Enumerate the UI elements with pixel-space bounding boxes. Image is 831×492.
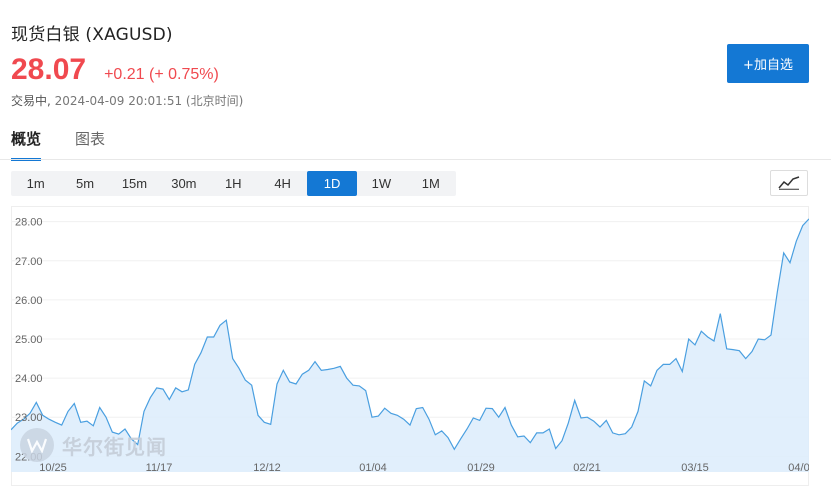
- y-tick-label: 27.00: [15, 256, 43, 268]
- interval-5m[interactable]: 5m: [76, 176, 95, 191]
- price-line: [11, 218, 809, 451]
- interval-30m[interactable]: 30m: [171, 176, 197, 191]
- wallstreetcn-logo-icon: [20, 428, 54, 462]
- tab-bar: 概览 图表: [11, 128, 139, 161]
- x-tick-label: 02/21: [573, 462, 601, 474]
- interval-1m[interactable]: 1m: [26, 176, 45, 191]
- price-row: 28.07 +0.21 (+ 0.75%): [11, 53, 219, 87]
- interval-1w[interactable]: 1W: [371, 176, 392, 191]
- trading-status: 交易中, 2024-04-09 20:01:51 (北京时间): [11, 92, 243, 109]
- x-tick-label: 12/12: [253, 462, 281, 474]
- interval-15m[interactable]: 15m: [121, 176, 148, 191]
- interval-1mo[interactable]: 1M: [421, 176, 440, 191]
- line-chart-icon: [778, 176, 800, 190]
- status-text: 交易中,: [11, 94, 51, 108]
- tab-divider: [0, 159, 831, 160]
- timestamp: 2024-04-09 20:01:51 (北京时间): [54, 94, 244, 108]
- tab-chart[interactable]: 图表: [75, 130, 106, 148]
- watermark-text: 华尔街见闻: [62, 434, 167, 459]
- y-tick-label: 26.00: [15, 295, 43, 307]
- current-price: 28.07: [11, 53, 87, 86]
- price-chart: 28.0027.0026.0025.0024.0023.0022.0010/25…: [11, 206, 809, 486]
- interval-1h[interactable]: 1H: [224, 176, 242, 191]
- price-chart-svg: 28.0027.0026.0025.0024.0023.0022.0010/25…: [11, 206, 809, 486]
- chart-type-button[interactable]: [770, 170, 808, 196]
- x-tick-label: 01/04: [359, 462, 387, 474]
- interval-4h[interactable]: 4H: [274, 176, 291, 191]
- watermark: 华尔街见闻: [20, 428, 167, 462]
- add-to-watchlist-button[interactable]: +加自选: [727, 44, 809, 83]
- x-tick-label: 11/17: [146, 462, 173, 474]
- interval-1d[interactable]: 1D: [307, 171, 357, 196]
- interval-selector: 1m 5m 15m 30m 1H 4H 1D 1W 1M: [11, 171, 456, 196]
- x-tick-label: 01/29: [467, 462, 495, 474]
- price-change: +0.21 (+ 0.75%): [104, 66, 219, 83]
- y-tick-label: 28.00: [15, 217, 43, 229]
- y-tick-label: 23.00: [15, 412, 43, 424]
- x-tick-label: 10/25: [39, 462, 67, 474]
- x-tick-label: 03/15: [681, 462, 709, 474]
- price-area: [11, 218, 809, 472]
- tab-overview[interactable]: 概览: [11, 128, 42, 161]
- y-tick-label: 25.00: [15, 334, 43, 346]
- x-tick-label: 04/0: [788, 462, 809, 474]
- page-title: 现货白银 (XAGUSD): [11, 25, 173, 45]
- y-tick-label: 24.00: [15, 373, 43, 385]
